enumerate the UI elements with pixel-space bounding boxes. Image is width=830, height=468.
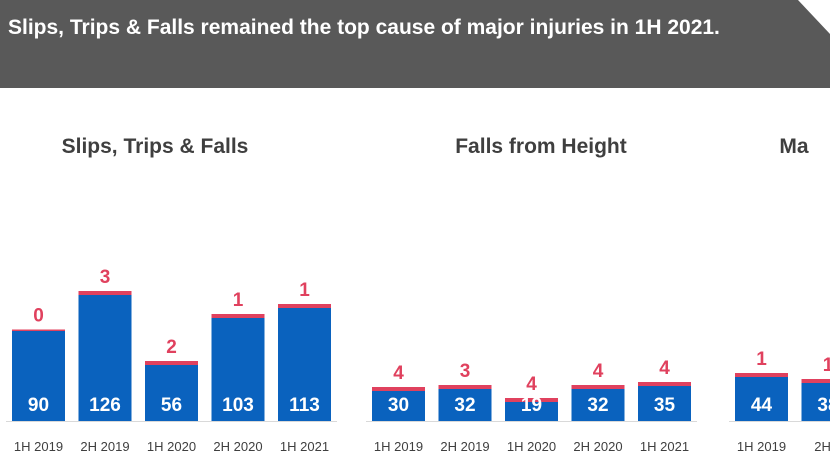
x-tick-label: 2H 2020 xyxy=(213,439,262,454)
chart-1: Slips, Trips & Falls 90 0 1H 2019 126 3 2H 201… xyxy=(6,135,337,454)
data-label-fatal: 3 xyxy=(460,361,471,382)
data-label-major: 44 xyxy=(751,395,773,416)
data-label-fatal: 1 xyxy=(233,290,244,311)
data-label-fatal: 0 xyxy=(33,306,44,327)
data-label-fatal: 4 xyxy=(659,358,670,379)
data-label-fatal: 4 xyxy=(593,361,604,382)
bar-major-5 xyxy=(638,386,691,421)
bar-fatal-2 xyxy=(801,379,830,383)
x-tick-label: 1H 2019 xyxy=(374,439,423,454)
data-label-fatal: 4 xyxy=(393,363,404,384)
headline-text: Slips, Trips & Falls remained the top ca… xyxy=(8,16,720,39)
x-tick-label: 1H 2020 xyxy=(507,439,556,454)
x-tick-label: 1H 2020 xyxy=(147,439,196,454)
bar-fatal-1 xyxy=(372,387,425,391)
bar-major-1 xyxy=(372,391,425,421)
data-label-major: 38 xyxy=(817,395,830,416)
bar-major-2 xyxy=(78,295,132,421)
chart-title: Falls from Height xyxy=(455,135,627,158)
bar-fatal-5 xyxy=(278,304,331,308)
bar-fatal-3 xyxy=(505,398,558,402)
bar-major-5 xyxy=(278,308,331,421)
x-tick-label: 2H 2019 xyxy=(80,439,129,454)
x-tick-label: 2H 2019 xyxy=(440,439,489,454)
bar-fatal-2 xyxy=(438,385,492,389)
chart-title: Ma xyxy=(779,135,808,158)
bar-fatal-3 xyxy=(145,361,198,365)
bar-fatal-5 xyxy=(638,382,691,386)
data-label-fatal: 1 xyxy=(756,349,767,370)
chart-title: Slips, Trips & Falls xyxy=(62,135,249,158)
banner-shape xyxy=(0,0,830,88)
data-label-major: 126 xyxy=(89,395,121,416)
data-label-major: 35 xyxy=(654,395,676,416)
data-label-major: 103 xyxy=(222,395,254,416)
data-label-fatal: 2 xyxy=(166,337,177,358)
x-tick-label: 1H 2021 xyxy=(640,439,689,454)
x-tick-label: 1H 2019 xyxy=(14,439,63,454)
x-tick-label: 2H 2020 xyxy=(573,439,622,454)
bar-major-1 xyxy=(12,331,65,421)
chart-3: Ma 44 1 1H 2019 38 1 2H 2 xyxy=(729,135,830,454)
data-label-major: 56 xyxy=(161,395,182,416)
bar-fatal-4 xyxy=(571,385,625,389)
bar-major-3 xyxy=(145,365,198,421)
data-label-major: 32 xyxy=(587,395,608,416)
bar-fatal-4 xyxy=(211,314,265,318)
x-tick-label: 1H 2019 xyxy=(737,439,786,454)
bar-major-4 xyxy=(211,318,265,421)
data-label-major: 32 xyxy=(454,395,475,416)
data-label-major: 90 xyxy=(28,395,49,416)
data-label-fatal: 4 xyxy=(526,374,537,395)
charts-area: Slips, Trips & Falls 90 0 1H 2019 126 3 2H 201… xyxy=(6,135,830,454)
bar-major-1 xyxy=(735,377,788,421)
x-tick-label: 2H 2 xyxy=(814,439,830,454)
data-label-fatal: 1 xyxy=(299,280,310,301)
bar-major-2 xyxy=(438,389,492,421)
data-label-major: 19 xyxy=(521,395,542,416)
bar-major-3 xyxy=(505,402,558,421)
bar-fatal-2 xyxy=(78,291,132,295)
data-label-fatal: 1 xyxy=(823,355,830,376)
bar-fatal-1 xyxy=(735,373,788,377)
bar-fatal-1 xyxy=(12,329,65,331)
headline-banner: Slips, Trips & Falls remained the top ca… xyxy=(0,0,830,88)
data-label-fatal: 3 xyxy=(100,267,111,288)
data-label-major: 30 xyxy=(388,395,409,416)
bar-major-4 xyxy=(571,389,625,421)
x-tick-label: 1H 2021 xyxy=(280,439,329,454)
bar-major-2 xyxy=(801,383,830,421)
data-label-major: 113 xyxy=(289,395,320,416)
